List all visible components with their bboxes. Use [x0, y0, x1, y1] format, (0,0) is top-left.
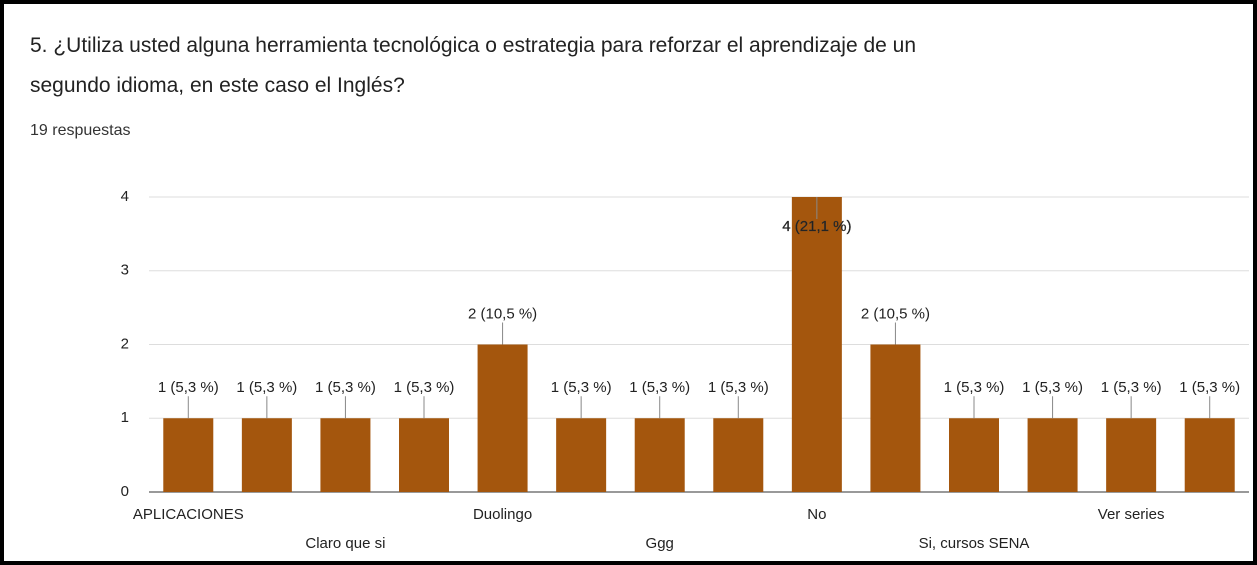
y-tick-label: 2	[121, 335, 129, 352]
value-label: 1 (5,3 %)	[158, 379, 219, 396]
y-tick-label: 3	[121, 262, 129, 279]
bar	[870, 344, 921, 492]
x-tick-label: Ggg	[646, 535, 674, 552]
bar	[556, 418, 607, 492]
value-label: 1 (5,3 %)	[708, 379, 769, 396]
value-label: 1 (5,3 %)	[315, 379, 376, 396]
bar	[713, 418, 764, 492]
value-label: 1 (5,3 %)	[551, 379, 612, 396]
bar	[163, 418, 214, 492]
bar	[477, 344, 528, 492]
bar	[1106, 418, 1157, 492]
bar	[791, 197, 842, 492]
bar	[1184, 418, 1235, 492]
bar	[241, 418, 292, 492]
value-label: 1 (5,3 %)	[1022, 379, 1083, 396]
value-label: 1 (5,3 %)	[236, 379, 297, 396]
bar	[949, 418, 999, 492]
y-tick-label: 4	[121, 188, 129, 205]
x-tick-label: APLICACIONES	[133, 506, 244, 523]
bar	[1027, 418, 1078, 492]
value-label: 2 (10,5 %)	[861, 305, 930, 322]
value-label: 1 (5,3 %)	[1101, 379, 1162, 396]
y-tick-label: 1	[121, 409, 129, 426]
bar	[634, 418, 685, 492]
value-label: 1 (5,3 %)	[394, 379, 455, 396]
bar	[320, 418, 371, 492]
value-label: 1 (5,3 %)	[629, 379, 690, 396]
x-tick-label: Si, cursos SENA	[919, 535, 1030, 552]
value-label: 1 (5,3 %)	[1179, 379, 1240, 396]
value-label: 2 (10,5 %)	[468, 305, 537, 322]
value-label: 1 (5,3 %)	[944, 379, 1005, 396]
chart-subtitle: 19 respuestas	[30, 122, 131, 139]
y-tick-label: 0	[121, 483, 129, 500]
chart: 0 1 2 3 4 APLICACIONES 1 (5,3 %) 1 (5,3 %) Claro…	[121, 188, 1249, 552]
bar	[399, 418, 449, 492]
x-tick-label: Claro que si	[305, 535, 385, 552]
x-tick-label: No	[807, 506, 826, 523]
x-tick-label: Ver series	[1098, 506, 1165, 523]
chart-title: 5. ¿Utiliza usted alguna herramienta tec…	[30, 34, 917, 97]
value-label: 4 (21,1 %)	[782, 218, 851, 235]
x-tick-label: Duolingo	[473, 506, 532, 523]
